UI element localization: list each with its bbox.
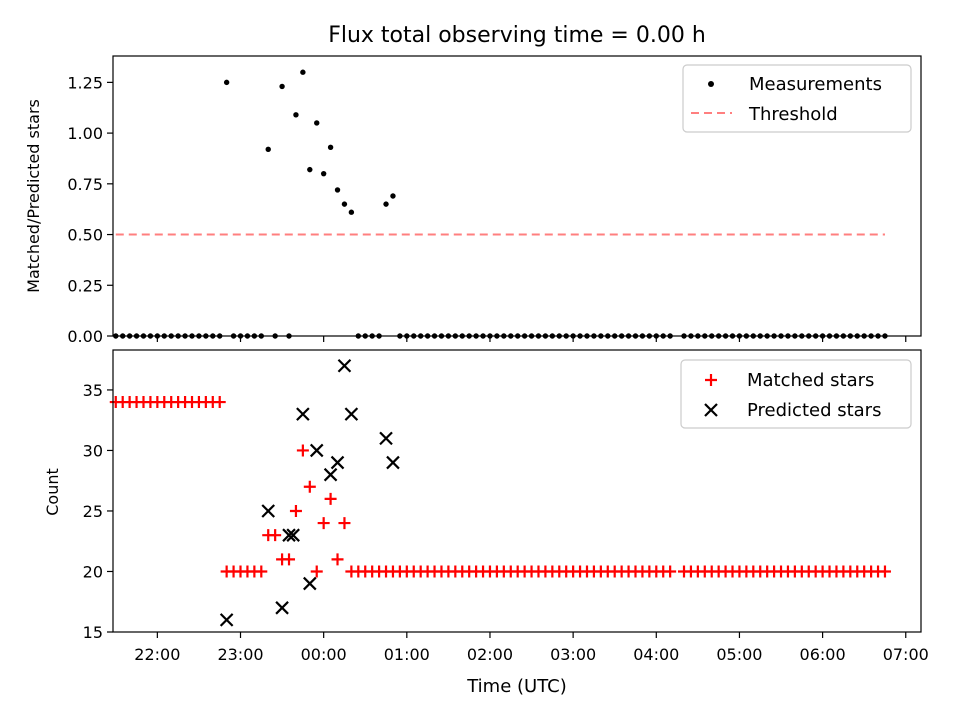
matched-star-marker — [213, 396, 226, 409]
x-tick-label: 05:00 — [716, 645, 762, 664]
x-tick-label: 06:00 — [800, 645, 846, 664]
legend-label-measurements: Measurements — [749, 74, 882, 95]
y-tick-label: 0.75 — [67, 175, 103, 194]
y-tick-label: 35 — [83, 381, 103, 400]
predicted-star-marker — [261, 504, 276, 518]
matched-star-marker — [878, 565, 891, 578]
legend-marker-predicted — [704, 403, 718, 417]
legend-label-predicted: Predicted stars — [747, 400, 881, 421]
bottom-legend: Matched stars Predicted stars — [680, 359, 912, 429]
top-y-axis-label: Matched/Predicted stars — [24, 99, 43, 293]
y-tick-label: 0.00 — [67, 327, 103, 346]
x-tick-label: 00:00 — [301, 645, 347, 664]
predicted-star-marker — [296, 407, 310, 421]
bottom-axes-frame — [112, 349, 922, 633]
legend-label-matched: Matched stars — [747, 370, 874, 391]
y-tick-label: 30 — [83, 441, 103, 460]
top-legend-box — [682, 64, 912, 133]
predicted-star-marker — [337, 358, 352, 373]
y-tick-label: 1.00 — [67, 124, 103, 143]
x-tick-label: 03:00 — [550, 645, 596, 664]
y-tick-label: 0.50 — [67, 226, 103, 245]
measurement-point — [341, 201, 348, 207]
y-tick-label: 1.25 — [67, 73, 103, 92]
predicted-star-marker — [344, 407, 359, 421]
matched-star-marker — [664, 565, 677, 578]
top-axes-frame — [112, 55, 922, 337]
bottom-plot-area: 15 20 25 30 35 22:00 23:00 00:00 01:00 02:00 03:00… — [83, 358, 929, 664]
matched-star-marker — [283, 553, 296, 566]
x-axis-label: Time (UTC) — [466, 676, 567, 697]
top-panel: Matched/Predicted stars 0.00 0.25 0.50 0.75… — [24, 55, 922, 346]
x-tick-label: 02:00 — [467, 645, 513, 664]
predicted-star-marker — [323, 467, 338, 482]
y-tick-label: 25 — [83, 502, 103, 521]
matched-star-marker — [296, 444, 309, 457]
x-tick-label: 04:00 — [633, 645, 679, 664]
matched-star-marker — [331, 553, 344, 566]
matched-star-marker — [269, 529, 282, 542]
x-tick-label: 01:00 — [384, 645, 430, 664]
measurement-point — [390, 193, 396, 199]
measurement-point — [223, 79, 230, 86]
matched-star-marker — [338, 517, 351, 530]
measurement-point — [293, 112, 299, 118]
legend-label-threshold: Threshold — [748, 104, 838, 125]
legend-marker-matched — [705, 374, 717, 386]
predicted-star-marker — [275, 601, 289, 615]
predicted-star-marker — [386, 455, 400, 470]
predicted-star-marker — [286, 528, 300, 542]
measurement-point — [307, 166, 313, 173]
measurement-point — [279, 83, 285, 90]
top-legend: Measurements Threshold — [682, 64, 912, 133]
measurement-point — [314, 120, 320, 126]
predicted-star-marker — [379, 431, 393, 446]
bottom-panel: Count Time (UTC) 15 20 25 30 35 22:00 23:00 00:… — [43, 349, 929, 697]
measurement-point — [334, 187, 341, 193]
measurement-point — [265, 146, 271, 153]
x-tick-label: 07:00 — [883, 645, 929, 664]
x-tick-label: 22:00 — [134, 645, 180, 664]
matched-star-marker — [255, 565, 268, 578]
bottom-legend-box — [680, 359, 912, 429]
y-tick-label: 15 — [83, 623, 103, 642]
chart-title: Flux total observing time = 0.00 h — [328, 23, 706, 48]
y-tick-label: 0.25 — [67, 276, 103, 295]
measurement-point — [320, 170, 327, 177]
matched-star-marker — [317, 517, 330, 530]
measurement-point — [383, 201, 389, 207]
measurement-point — [348, 209, 355, 215]
y-tick-label: 20 — [83, 562, 103, 581]
predicted-star-marker — [303, 576, 317, 591]
x-tick-label: 23:00 — [217, 645, 263, 664]
predicted-star-marker — [282, 528, 296, 542]
measurement-point — [300, 69, 306, 75]
legend-marker-measurements — [708, 81, 714, 87]
matched-star-marker — [289, 504, 302, 517]
predicted-star-marker — [330, 455, 345, 470]
matched-star-marker — [303, 480, 316, 493]
predicted-star-marker — [309, 443, 324, 458]
matched-star-marker — [310, 565, 323, 578]
predicted-star-marker — [219, 613, 234, 627]
measurement-point — [327, 144, 334, 151]
bottom-y-axis-label: Count — [43, 468, 62, 516]
matched-star-marker — [324, 492, 337, 505]
